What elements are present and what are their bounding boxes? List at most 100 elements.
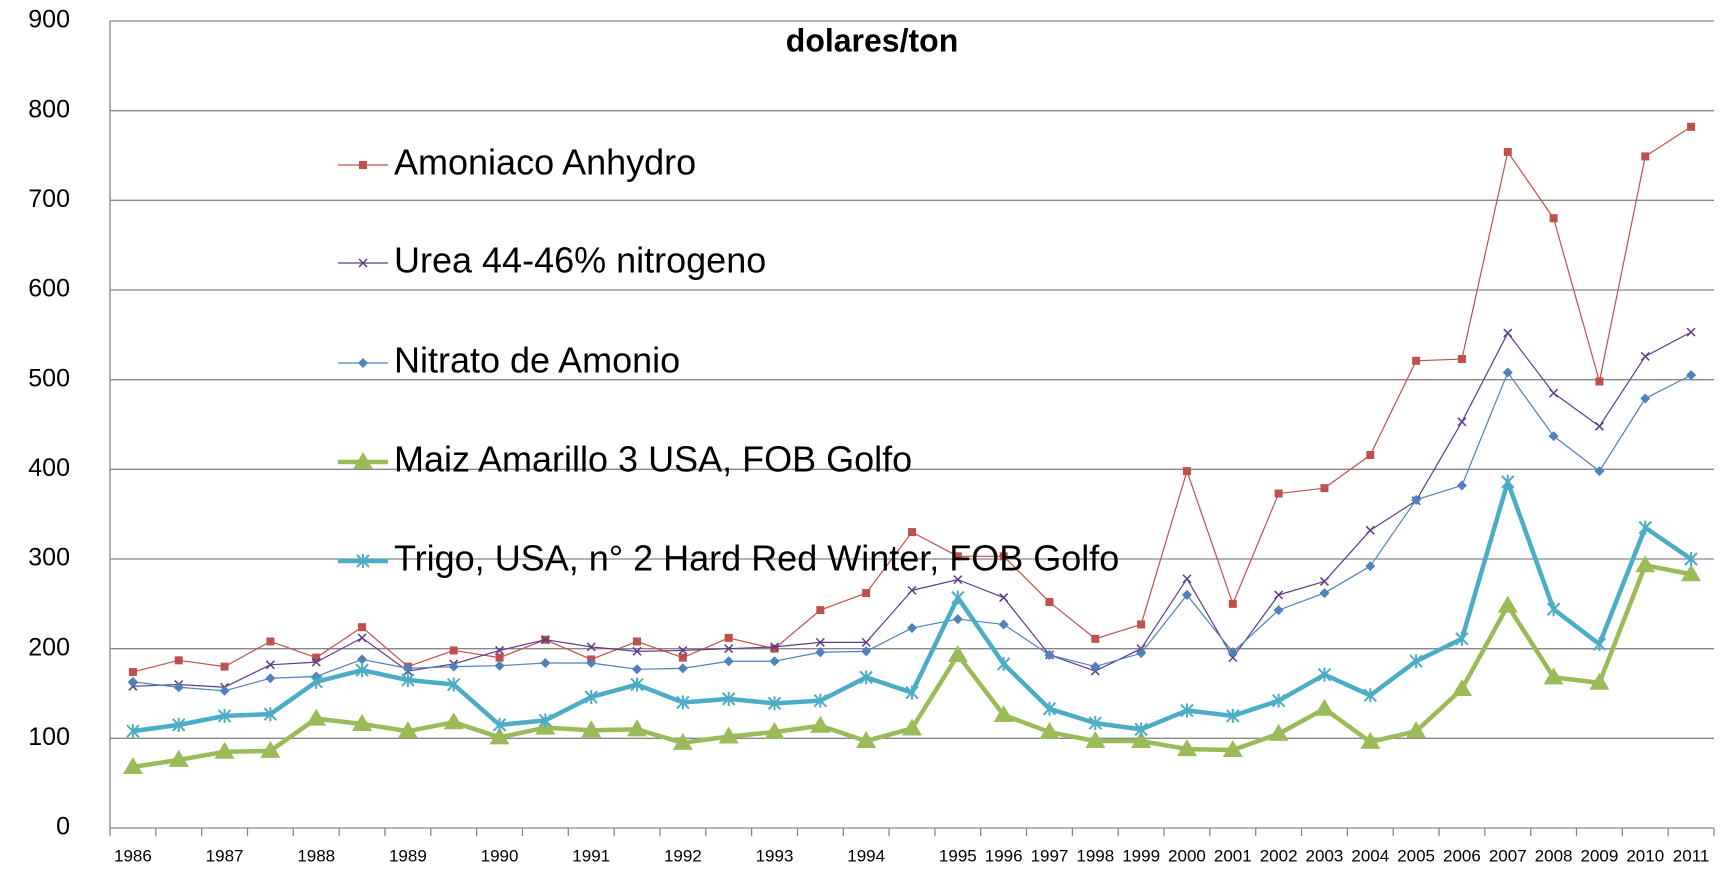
point-marker [859, 670, 873, 685]
point-marker [1137, 620, 1146, 629]
point-marker [627, 719, 648, 737]
point-marker [813, 693, 828, 708]
point-marker [128, 667, 137, 676]
x-tick-label: 2003 [1306, 846, 1344, 865]
point-marker [586, 642, 596, 652]
point-marker [495, 653, 504, 662]
legend-marker [356, 554, 370, 568]
point-marker [1635, 555, 1656, 573]
point-marker [724, 644, 734, 654]
point-marker [495, 645, 505, 655]
point-marker [402, 663, 413, 674]
point-marker [449, 646, 458, 655]
point-marker [173, 682, 184, 693]
point-marker [311, 657, 321, 667]
point-marker [1457, 417, 1467, 427]
y-tick-label: 800 [28, 95, 70, 123]
point-marker [1090, 661, 1101, 672]
point-marker [996, 656, 1011, 671]
point-marker [1546, 602, 1561, 617]
point-marker [1451, 679, 1472, 697]
point-marker [1686, 327, 1696, 337]
point-marker [1268, 723, 1289, 741]
x-tick-label: 2008 [1535, 846, 1573, 865]
point-marker [815, 637, 825, 647]
y-tick-label: 400 [28, 454, 70, 482]
x-tick-label: 1992 [664, 846, 702, 865]
point-marker [1317, 667, 1332, 682]
x-tick-label: 2009 [1581, 846, 1619, 865]
point-marker [219, 685, 230, 696]
point-marker [1406, 721, 1427, 739]
point-marker [447, 677, 461, 692]
point-marker [540, 658, 551, 669]
point-marker [443, 712, 464, 730]
x-tick-label: 1997 [1031, 846, 1069, 865]
point-marker [1319, 576, 1329, 586]
point-marker [581, 720, 602, 738]
point-marker [358, 623, 367, 632]
y-tick-label: 700 [28, 185, 70, 213]
point-marker [357, 633, 367, 643]
point-marker [672, 732, 693, 750]
point-marker [1548, 431, 1559, 442]
point-marker [1411, 494, 1422, 505]
point-marker [769, 656, 780, 667]
point-marker [1589, 672, 1610, 690]
point-marker [1502, 367, 1513, 378]
point-marker [1681, 564, 1702, 582]
x-tick-label: 1991 [572, 846, 610, 865]
x-tick-label: 1998 [1076, 846, 1114, 865]
legend-label: Amoniaco Anhydro [394, 142, 696, 183]
x-tick-label: 1995 [939, 846, 977, 865]
point-marker [1182, 574, 1192, 584]
point-marker [126, 724, 140, 739]
point-marker [1638, 520, 1652, 535]
x-tick-label: 1988 [297, 846, 335, 865]
point-marker [1274, 489, 1283, 498]
point-marker [630, 677, 644, 692]
point-marker [632, 646, 642, 656]
point-marker [1360, 731, 1381, 749]
point-marker [260, 740, 281, 758]
y-tick-label: 200 [28, 633, 70, 661]
y-tick-label: 600 [28, 275, 70, 303]
x-tick-label: 2006 [1443, 846, 1481, 865]
point-marker [312, 653, 321, 662]
point-marker [1222, 739, 1243, 757]
x-tick-label: 2007 [1489, 846, 1527, 865]
point-marker [1455, 631, 1469, 646]
point-marker [1503, 328, 1513, 338]
legend-marker [359, 161, 367, 169]
point-marker [540, 635, 550, 645]
point-marker [1088, 716, 1103, 731]
point-marker [1640, 393, 1651, 404]
x-tick-label: 1993 [756, 846, 794, 865]
point-marker [263, 707, 278, 722]
point-marker [723, 656, 734, 667]
point-marker [861, 646, 872, 657]
x-tick-label: 1994 [847, 846, 885, 865]
point-marker [1363, 688, 1377, 703]
point-marker [1365, 525, 1375, 535]
point-marker [816, 606, 825, 615]
point-marker [1549, 214, 1558, 223]
point-marker [357, 654, 368, 665]
x-tick-label: 2010 [1626, 846, 1664, 865]
point-marker [1131, 731, 1152, 749]
x-tick-label: 1989 [389, 846, 427, 865]
point-marker [947, 644, 968, 662]
point-marker [1091, 634, 1100, 643]
point-marker [1412, 356, 1421, 365]
point-marker [1592, 637, 1607, 652]
point-marker [220, 662, 229, 671]
point-marker [448, 661, 459, 672]
legend-marker [358, 358, 368, 368]
point-marker [401, 673, 415, 688]
legend-marker [353, 452, 373, 469]
point-marker [538, 713, 553, 728]
point-marker [309, 674, 323, 689]
point-marker [999, 593, 1009, 603]
x-tick-label: 1990 [481, 846, 519, 865]
